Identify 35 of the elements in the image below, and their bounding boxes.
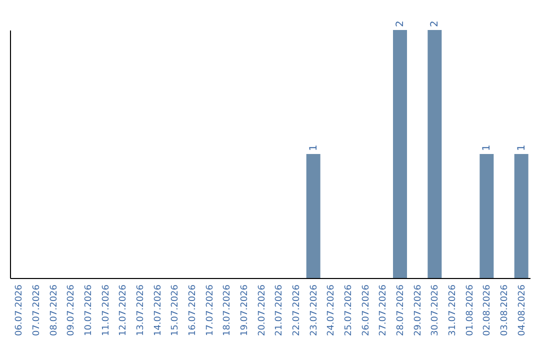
x-tick-label: 10.07.2026	[84, 284, 94, 336]
x-tick-label: 02.08.2026	[482, 284, 493, 336]
x-tick-label: 11.07.2026	[101, 284, 112, 336]
x-tick-label: 08.07.2026	[49, 284, 60, 336]
x-tick-label: 17.07.2026	[205, 284, 216, 336]
x-tick-label: 31.07.2026	[448, 284, 458, 336]
x-tick-label: 07.07.2026	[32, 284, 42, 336]
x-tick-label: 03.08.2026	[500, 284, 510, 336]
x-tick-label: 15.07.2026	[170, 284, 181, 336]
x-tick-label: 09.07.2026	[66, 284, 77, 336]
x-tick-label: 22.07.2026	[292, 284, 302, 336]
x-tick-label: 13.07.2026	[136, 284, 146, 336]
x-tick-label: 30.07.2026	[430, 284, 441, 336]
x-tick-label: 25.07.2026	[344, 284, 354, 336]
data-label: 1	[308, 144, 320, 151]
x-tick-label: 16.07.2026	[188, 284, 198, 336]
x-tick-label: 28.07.2026	[396, 284, 406, 336]
x-tick-label: 24.07.2026	[326, 284, 337, 336]
x-tick-label: 06.07.2026	[14, 284, 25, 336]
x-tick-label: 23.07.2026	[309, 284, 320, 336]
data-label: 1	[516, 144, 528, 151]
x-tick-label: 14.07.2026	[153, 284, 164, 336]
x-tick-label: 19.07.2026	[240, 284, 250, 336]
data-label: 2	[430, 20, 441, 27]
x-tick-label: 04.08.2026	[517, 284, 528, 336]
x-tick-label: 12.07.2026	[118, 284, 129, 336]
x-tick-label: 27.07.2026	[378, 284, 389, 336]
x-tick-label: 21.07.2026	[274, 284, 285, 336]
x-tick-label: 20.07.2026	[257, 284, 268, 336]
x-tick-label: 29.07.2026	[413, 284, 424, 336]
data-label: 2	[395, 20, 406, 27]
x-tick-label: 26.07.2026	[361, 284, 372, 336]
x-tick-label: 01.08.2026	[465, 284, 476, 336]
data-label: 1	[482, 144, 493, 151]
x-tick-label: 18.07.2026	[222, 284, 233, 336]
